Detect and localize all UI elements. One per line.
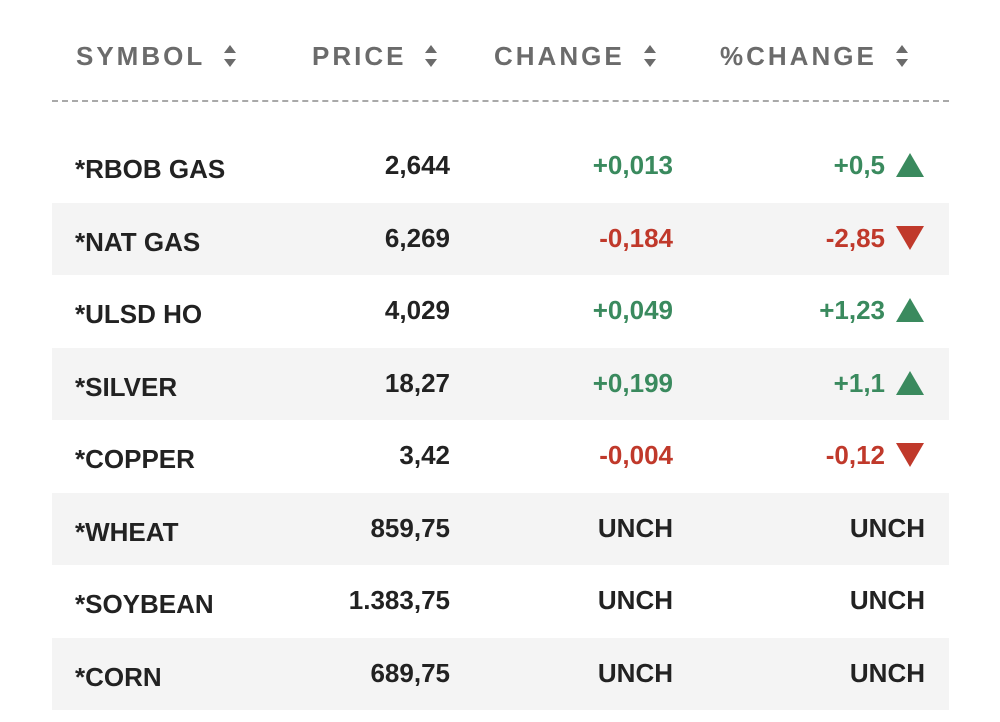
table-row[interactable]: *COPPER 3,42 -0,004 -0,12 xyxy=(52,420,949,493)
sort-icon[interactable] xyxy=(643,43,657,69)
symbol-cell[interactable]: *COPPER xyxy=(75,444,195,474)
price-cell: 859,75 xyxy=(370,512,450,543)
table-row[interactable]: *WHEAT 859,75 UNCH UNCH xyxy=(52,492,949,565)
table-body: *RBOB GAS 2,644 +0,013 +0,5 *NAT GAS 6,2… xyxy=(52,130,949,710)
change-cell: +0,013 xyxy=(592,150,673,180)
pct-change-cell: +1,1 xyxy=(833,367,885,398)
symbol-cell[interactable]: *WHEAT xyxy=(75,516,179,547)
column-header-change[interactable]: CHANGE xyxy=(494,38,657,74)
symbol-cell[interactable]: *SOYBEAN xyxy=(75,589,214,619)
symbol-cell[interactable]: *ULSD HO xyxy=(75,299,203,329)
triangle-down-icon xyxy=(895,225,925,251)
table-row[interactable]: *SOYBEAN 1.383,75 UNCH UNCH xyxy=(52,565,949,638)
price-cell: 18,27 xyxy=(384,367,450,398)
table-row[interactable]: *CORN 689,75 UNCH UNCH xyxy=(52,637,949,710)
triangle-up-icon xyxy=(895,370,925,396)
price-cell: 6,269 xyxy=(384,222,450,253)
sort-icon[interactable] xyxy=(223,43,237,69)
commodities-table: SYMBOL PRICE CHANGE %CHANGE *RBOB GAS xyxy=(52,0,949,710)
symbol-cell[interactable]: *SILVER xyxy=(75,371,178,402)
price-cell: 2,644 xyxy=(384,150,450,180)
column-header-symbol[interactable]: SYMBOL xyxy=(76,38,237,74)
symbol-cell[interactable]: *RBOB GAS xyxy=(75,154,226,184)
table-row[interactable]: *ULSD HO 4,029 +0,049 +1,23 xyxy=(52,275,949,348)
pct-change-cell: UNCH xyxy=(849,585,925,615)
change-cell: UNCH xyxy=(597,585,673,615)
table-row[interactable]: *NAT GAS 6,269 -0,184 -2,85 xyxy=(52,202,949,275)
sort-icon[interactable] xyxy=(895,43,909,69)
table-row[interactable]: *RBOB GAS 2,644 +0,013 +0,5 xyxy=(52,130,949,203)
symbol-cell[interactable]: *NAT GAS xyxy=(75,226,201,257)
pct-change-cell: UNCH xyxy=(849,657,925,688)
pct-change-cell: -2,85 xyxy=(825,222,885,253)
column-header-label: PRICE xyxy=(312,40,407,71)
change-cell: UNCH xyxy=(597,657,673,688)
column-header-price[interactable]: PRICE xyxy=(312,38,438,74)
table-header: SYMBOL PRICE CHANGE %CHANGE xyxy=(52,0,949,102)
price-cell: 4,029 xyxy=(384,295,450,325)
triangle-up-icon xyxy=(895,297,925,323)
price-cell: 1.383,75 xyxy=(348,585,450,615)
column-header-label: SYMBOL xyxy=(76,40,206,71)
symbol-cell[interactable]: *CORN xyxy=(75,661,162,692)
change-cell: -0,004 xyxy=(599,440,673,470)
column-header-label: %CHANGE xyxy=(720,40,877,71)
table-row[interactable]: *SILVER 18,27 +0,199 +1,1 xyxy=(52,347,949,420)
pct-change-cell: UNCH xyxy=(849,512,925,543)
triangle-down-icon xyxy=(895,442,925,468)
change-cell: +0,199 xyxy=(592,367,673,398)
change-cell: +0,049 xyxy=(592,295,673,325)
column-header-pct-change[interactable]: %CHANGE xyxy=(720,38,909,74)
price-cell: 3,42 xyxy=(399,440,450,470)
price-cell: 689,75 xyxy=(370,657,450,688)
change-cell: -0,184 xyxy=(599,222,673,253)
sort-icon[interactable] xyxy=(424,43,438,69)
pct-change-cell: +0,5 xyxy=(833,150,885,180)
change-cell: UNCH xyxy=(597,512,673,543)
triangle-up-icon xyxy=(895,152,925,178)
pct-change-cell: +1,23 xyxy=(819,295,885,325)
column-header-label: CHANGE xyxy=(494,40,625,71)
pct-change-cell: -0,12 xyxy=(825,440,885,470)
